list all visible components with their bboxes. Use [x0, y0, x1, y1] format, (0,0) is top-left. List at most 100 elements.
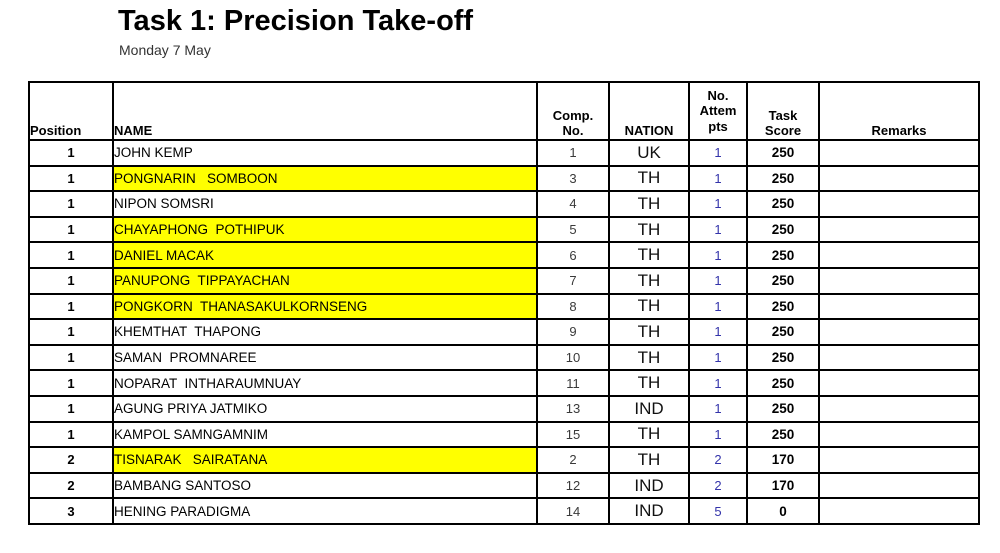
nation-cell: TH [608, 318, 690, 346]
name-cell: HENING PARADIGMA [112, 497, 538, 525]
task-score-cell: 170 [746, 446, 820, 474]
comp-no-cell: 12 [536, 471, 610, 500]
nation-cell: TH [608, 164, 690, 193]
comp-no-cell: 4 [536, 190, 610, 218]
task-score-cell: 250 [746, 241, 820, 269]
attempts-cell: 1 [688, 420, 748, 449]
comp-no-cell: 9 [536, 318, 610, 346]
col-header-name: NAME [112, 81, 538, 141]
table-row: 1 KHEMTHAT THAPONG 9 TH 1 250 [28, 318, 980, 346]
comp-no-cell: 1 [536, 139, 610, 167]
remarks-cell [818, 215, 980, 244]
position-cell: 3 [28, 497, 114, 525]
remarks-cell [818, 420, 980, 449]
position-cell: 1 [28, 190, 114, 218]
name-cell: NOPARAT INTHARAUMNUAY [112, 369, 538, 397]
remarks-cell [818, 343, 980, 372]
table-row: 3 HENING PARADIGMA 14 IND 5 0 [28, 497, 980, 525]
table-row: 1 PONGKORN THANASAKULKORNSENG 8 TH 1 250 [28, 292, 980, 321]
name-cell: KAMPOL SAMNGAMNIM [112, 420, 538, 449]
nation-cell: IND [608, 497, 690, 525]
comp-no-cell: 14 [536, 497, 610, 525]
comp-no-cell: 6 [536, 241, 610, 269]
nation-cell: TH [608, 215, 690, 244]
name-cell: PANUPONG TIPPAYACHAN [112, 266, 538, 295]
task-score-cell: 250 [746, 164, 820, 193]
task-score-cell: 250 [746, 369, 820, 397]
task-score-cell: 250 [746, 190, 820, 218]
position-cell: 1 [28, 394, 114, 423]
col-header-nation: NATION [608, 81, 690, 141]
nation-cell: TH [608, 241, 690, 269]
results-table: Position NAME Comp. No. NATION No. Attem… [28, 81, 980, 525]
table-row: 1 AGUNG PRIYA JATMIKO 13 IND 1 250 [28, 394, 980, 423]
position-cell: 1 [28, 420, 114, 449]
nation-cell: TH [608, 446, 690, 474]
attempts-cell: 1 [688, 369, 748, 397]
position-cell: 1 [28, 343, 114, 372]
col-header-task-score: Task Score [746, 81, 820, 141]
name-cell: AGUNG PRIYA JATMIKO [112, 394, 538, 423]
table-row: 1 PONGNARIN SOMBOON 3 TH 1 250 [28, 164, 980, 193]
col-header-comp-no: Comp. No. [536, 81, 610, 141]
remarks-cell [818, 446, 980, 474]
position-cell: 1 [28, 266, 114, 295]
comp-no-cell: 8 [536, 292, 610, 321]
comp-no-cell: 15 [536, 420, 610, 449]
attempts-cell: 2 [688, 471, 748, 500]
name-cell: TISNARAK SAIRATANA [112, 446, 538, 474]
position-cell: 1 [28, 241, 114, 269]
name-cell: JOHN KEMP [112, 139, 538, 167]
attempts-cell: 1 [688, 164, 748, 193]
position-cell: 1 [28, 292, 114, 321]
remarks-cell [818, 318, 980, 346]
attempts-cell: 1 [688, 139, 748, 167]
results-header: Position NAME Comp. No. NATION No. Attem… [28, 81, 980, 141]
table-row: 1 NOPARAT INTHARAUMNUAY 11 TH 1 250 [28, 369, 980, 397]
comp-no-cell: 13 [536, 394, 610, 423]
table-row: 1 NIPON SOMSRI 4 TH 1 250 [28, 190, 980, 218]
remarks-cell [818, 394, 980, 423]
results-tbody: 1 JOHN KEMP 1 UK 1 250 1 PONGNARIN SOMBOON 3 TH 1 2… [28, 139, 980, 525]
table-row: 1 DANIEL MACAK 6 TH 1 250 [28, 241, 980, 269]
name-cell: PONGNARIN SOMBOON [112, 164, 538, 193]
col-header-position: Position [28, 81, 114, 141]
remarks-cell [818, 497, 980, 525]
table-row: 1 CHAYAPHONG POTHIPUK 5 TH 1 250 [28, 215, 980, 244]
page-title: Task 1: Precision Take-off [118, 5, 474, 37]
attempts-cell: 1 [688, 394, 748, 423]
col-header-remarks: Remarks [818, 81, 980, 141]
nation-cell: TH [608, 266, 690, 295]
task-score-cell: 0 [746, 497, 820, 525]
comp-no-cell: 7 [536, 266, 610, 295]
attempts-cell: 1 [688, 241, 748, 269]
remarks-cell [818, 190, 980, 218]
attempts-cell: 1 [688, 318, 748, 346]
table-row: 1 JOHN KEMP 1 UK 1 250 [28, 139, 980, 167]
comp-no-cell: 3 [536, 164, 610, 193]
task-score-cell: 250 [746, 394, 820, 423]
table-row: 1 KAMPOL SAMNGAMNIM 15 TH 1 250 [28, 420, 980, 449]
task-score-cell: 250 [746, 318, 820, 346]
name-cell: SAMAN PROMNAREE [112, 343, 538, 372]
header-row: Position NAME Comp. No. NATION No. Attem… [28, 81, 980, 141]
name-cell: NIPON SOMSRI [112, 190, 538, 218]
task-score-cell: 250 [746, 420, 820, 449]
table-row: 2 BAMBANG SANTOSO 12 IND 2 170 [28, 471, 980, 500]
attempts-cell: 1 [688, 190, 748, 218]
col-header-attempts: No. Attem pts [688, 81, 748, 141]
nation-cell: UK [608, 139, 690, 167]
remarks-cell [818, 139, 980, 167]
remarks-cell [818, 292, 980, 321]
task-score-cell: 250 [746, 292, 820, 321]
name-cell: KHEMTHAT THAPONG [112, 318, 538, 346]
attempts-cell: 1 [688, 343, 748, 372]
page-subtitle: Monday 7 May [119, 42, 211, 58]
remarks-cell [818, 471, 980, 500]
nation-cell: TH [608, 292, 690, 321]
task-score-cell: 250 [746, 215, 820, 244]
task-score-cell: 170 [746, 471, 820, 500]
position-cell: 2 [28, 446, 114, 474]
table-row: 1 PANUPONG TIPPAYACHAN 7 TH 1 250 [28, 266, 980, 295]
position-cell: 1 [28, 369, 114, 397]
